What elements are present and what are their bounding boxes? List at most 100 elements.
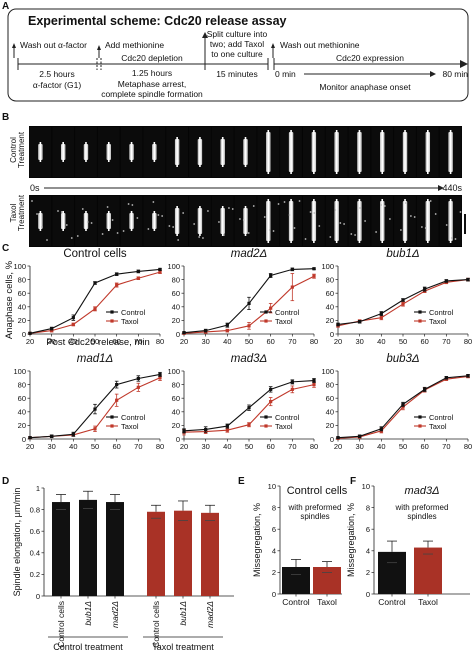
timelapse-frame xyxy=(97,127,120,177)
microtubule-speck xyxy=(359,207,362,209)
spindle-core xyxy=(449,199,452,243)
data-point xyxy=(401,402,405,406)
microtubule-speck xyxy=(424,227,427,229)
chart-title: mad3Δ xyxy=(405,485,440,497)
spindle-core xyxy=(221,137,224,167)
data-point xyxy=(93,427,97,431)
y-tick-label: 8 xyxy=(366,503,370,512)
data-point xyxy=(28,331,32,335)
spindle-core xyxy=(290,130,292,174)
x-tick-label: 30 xyxy=(201,442,209,451)
y-tick-label: 4 xyxy=(366,547,370,556)
y-tick-label: 2 xyxy=(366,568,370,577)
panel-label-c: C xyxy=(2,243,9,254)
series-control xyxy=(28,267,162,335)
data-point xyxy=(225,329,229,333)
legend-label: Taxol xyxy=(121,422,139,431)
y-axis-label: Spindle elongation, μm/min xyxy=(12,488,22,597)
x-tick-label: 40 xyxy=(377,442,385,451)
microtubule-speck xyxy=(228,207,230,209)
microtubule-speck xyxy=(383,205,386,207)
scheme-step2-top: Add methionine xyxy=(105,40,164,50)
microtubule-speck xyxy=(277,203,280,205)
series-control xyxy=(182,267,316,335)
x-tick-label: 70 xyxy=(134,442,142,451)
data-point xyxy=(290,387,294,391)
x-tick-label: 70 xyxy=(442,442,450,451)
spindle-core xyxy=(381,199,384,243)
scheme-panel: Experimental scheme: Cdc20 release assay… xyxy=(7,8,469,102)
y-tick-label: 10 xyxy=(362,482,370,491)
data-point xyxy=(50,434,54,438)
chart-title: mad3Δ xyxy=(231,353,267,365)
chart-subtitle: spindles xyxy=(300,512,329,521)
x-tick-label: 20 xyxy=(334,442,342,451)
bar xyxy=(79,499,97,596)
scheme-step2-bot: Metaphase arrest, xyxy=(118,79,187,89)
x-tick-label: 60 xyxy=(420,442,428,451)
row1-label-a: Control xyxy=(9,137,18,163)
timelapse-frame xyxy=(280,127,302,177)
row2-label-b: Treatment xyxy=(17,194,26,231)
microtubule-speck xyxy=(127,203,130,205)
data-point xyxy=(182,331,186,335)
y-tick-label: 6 xyxy=(366,525,370,534)
panel-label-e: E xyxy=(238,476,245,487)
series-control xyxy=(28,371,162,440)
spindle-core xyxy=(39,211,42,231)
y-tick-label: 80 xyxy=(18,380,26,389)
microtubule-speck xyxy=(198,236,201,238)
y-tick-label: 20 xyxy=(172,421,180,430)
spindle-core xyxy=(107,142,110,162)
microtubule-speck xyxy=(298,200,301,202)
y-tick-label: 100 xyxy=(321,367,334,376)
microtubule-speck xyxy=(182,212,185,214)
category-label: bub1Δ xyxy=(178,601,188,626)
microtubule-speck xyxy=(57,210,59,212)
data-point xyxy=(50,329,54,333)
spindle-core xyxy=(199,206,201,236)
data-point xyxy=(423,287,427,291)
y-tick-label: 0 xyxy=(22,330,26,339)
microtubule-speck xyxy=(293,227,296,229)
y-tick-label: 60 xyxy=(172,394,180,403)
legend-marker xyxy=(110,415,114,419)
x-tick-label: 60 xyxy=(112,442,120,451)
spindle-core xyxy=(404,130,406,174)
microtubule-speck xyxy=(152,201,155,203)
data-point xyxy=(115,398,119,402)
category-label: Control cells xyxy=(151,601,161,648)
microtubule-speck xyxy=(242,219,245,221)
group-label: Control treatment xyxy=(53,642,123,652)
spindle-core xyxy=(335,130,338,174)
y-tick-label: 80 xyxy=(172,380,180,389)
y-tick-label: 0 xyxy=(366,590,370,599)
bar xyxy=(282,567,310,594)
y-tick-label: 40 xyxy=(172,303,180,312)
series-control xyxy=(336,277,470,327)
bar-chart-0: 0 0.2 0.4 0.6 0.8 1 Spindle elongation, μm/min… xyxy=(12,484,234,652)
y-tick-label: 0.4 xyxy=(30,549,40,558)
data-point xyxy=(466,374,470,378)
legend-label: Control xyxy=(121,413,146,422)
y-tick-label: 40 xyxy=(172,408,180,417)
y-tick-label: 100 xyxy=(13,262,26,271)
timelapse-frame xyxy=(394,127,416,177)
chart-title: bub1Δ xyxy=(386,248,419,260)
microtubule-speck xyxy=(429,200,432,202)
y-tick-label: 0 xyxy=(176,435,180,444)
series-taxol xyxy=(336,277,470,328)
y-tick-label: 60 xyxy=(326,394,334,403)
spindle-core xyxy=(290,199,292,243)
data-point xyxy=(444,279,448,283)
microtubule-speck xyxy=(41,226,43,228)
y-tick-label: 40 xyxy=(18,303,26,312)
spindle-core xyxy=(62,142,64,162)
x-tick-label: 80 xyxy=(310,337,318,346)
data-point xyxy=(182,429,186,433)
chart-subtitle: with preformed xyxy=(288,503,342,512)
spindle-core xyxy=(221,206,224,236)
row2-label-a: Taxol xyxy=(9,203,18,222)
y-tick-label: 40 xyxy=(326,303,334,312)
timelapse-frame xyxy=(166,196,189,246)
